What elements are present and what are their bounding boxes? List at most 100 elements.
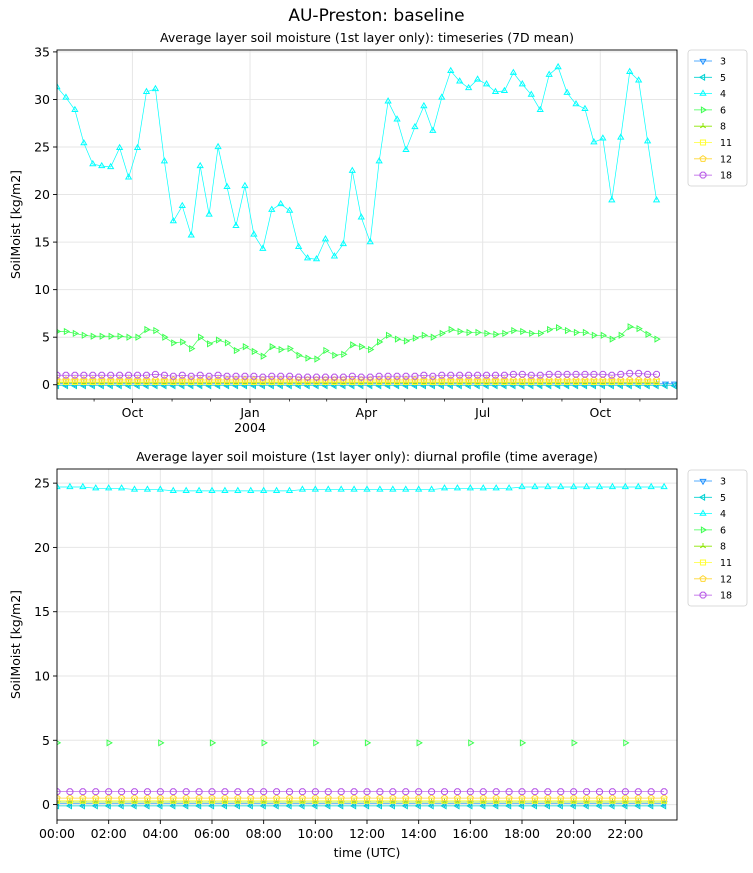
data-point (232, 376, 240, 384)
data-point (438, 371, 446, 379)
data-point (287, 344, 294, 353)
data-point (337, 788, 345, 796)
data-point (536, 105, 544, 113)
data-point (214, 371, 222, 379)
data-point (583, 788, 591, 796)
data-point (545, 370, 553, 378)
data-point (570, 794, 578, 802)
data-point (324, 794, 332, 802)
data-point (260, 486, 268, 493)
data-point (474, 378, 481, 385)
y-tick-label: 10 (34, 669, 50, 684)
data-point (456, 378, 463, 385)
data-point (178, 371, 186, 379)
data-point (268, 372, 276, 380)
data-point (510, 378, 517, 385)
data-point (557, 482, 565, 490)
data-point (57, 376, 61, 384)
data-point (130, 794, 139, 802)
data-point (626, 378, 633, 385)
data-point (57, 482, 61, 490)
data-point (545, 376, 553, 384)
data-point (158, 739, 165, 747)
data-point (528, 378, 535, 385)
data-point (89, 159, 97, 167)
data-point (160, 157, 169, 164)
data-point (479, 788, 487, 796)
diurnal-panel-series (57, 482, 668, 810)
data-point (194, 802, 202, 810)
data-point (420, 371, 428, 379)
data-point (286, 788, 293, 796)
data-point (537, 378, 544, 385)
data-point (466, 328, 473, 337)
x-tick-label: Oct (122, 405, 144, 420)
data-point (661, 382, 668, 390)
data-point (79, 482, 87, 490)
data-point (388, 802, 395, 810)
data-point (131, 788, 138, 796)
data-point (571, 739, 578, 747)
data-point (492, 788, 500, 796)
data-point (195, 794, 203, 802)
data-point (363, 485, 371, 492)
data-point (617, 376, 625, 384)
legend-label: 3 (720, 57, 726, 68)
data-point (563, 376, 571, 384)
data-point (294, 242, 303, 249)
data-point (428, 788, 436, 796)
data-point (81, 331, 89, 339)
data-point (348, 376, 356, 384)
data-point (134, 371, 141, 379)
data-point (57, 802, 60, 810)
y-tick-label: 0 (42, 377, 50, 392)
data-point (125, 371, 133, 379)
data-point (546, 378, 553, 385)
data-point (635, 369, 643, 377)
data-point (182, 486, 190, 493)
data-point (133, 376, 142, 384)
data-point (661, 797, 668, 804)
data-point (554, 62, 562, 70)
series-6 (57, 739, 630, 747)
data-point (595, 794, 604, 802)
data-point (531, 788, 539, 796)
data-point (375, 372, 383, 380)
data-point (634, 794, 642, 802)
data-point (415, 794, 423, 802)
data-point (509, 370, 517, 378)
data-point (259, 378, 266, 385)
data-point (180, 338, 187, 346)
series-line-4 (57, 66, 657, 260)
diurnal-panel-ylabel: SoilMoist [kg/m2] (8, 590, 23, 699)
data-point (504, 802, 512, 810)
data-point (385, 331, 393, 339)
data-point (440, 802, 447, 810)
data-point (635, 376, 643, 384)
data-point (518, 370, 526, 378)
data-point (314, 355, 321, 363)
data-point (285, 794, 294, 802)
data-point (260, 788, 268, 796)
data-point (105, 788, 113, 796)
x-tick-label: 06:00 (194, 826, 230, 841)
data-point (644, 370, 652, 378)
data-point (402, 145, 410, 152)
data-point (348, 166, 356, 173)
data-point (518, 788, 526, 796)
legend-marker (700, 526, 708, 534)
data-point (466, 484, 474, 491)
data-point (564, 378, 571, 385)
x-tick-label: 14:00 (401, 826, 437, 841)
legend-marker (699, 509, 707, 516)
data-point (466, 788, 474, 796)
y-tick-label: 30 (34, 92, 50, 107)
legend-label: 12 (720, 574, 732, 585)
data-point (556, 324, 563, 332)
data-point (286, 372, 294, 380)
data-point (348, 372, 356, 380)
data-point (473, 75, 482, 82)
data-point (233, 346, 241, 355)
data-point (324, 802, 331, 810)
data-point (130, 802, 137, 810)
